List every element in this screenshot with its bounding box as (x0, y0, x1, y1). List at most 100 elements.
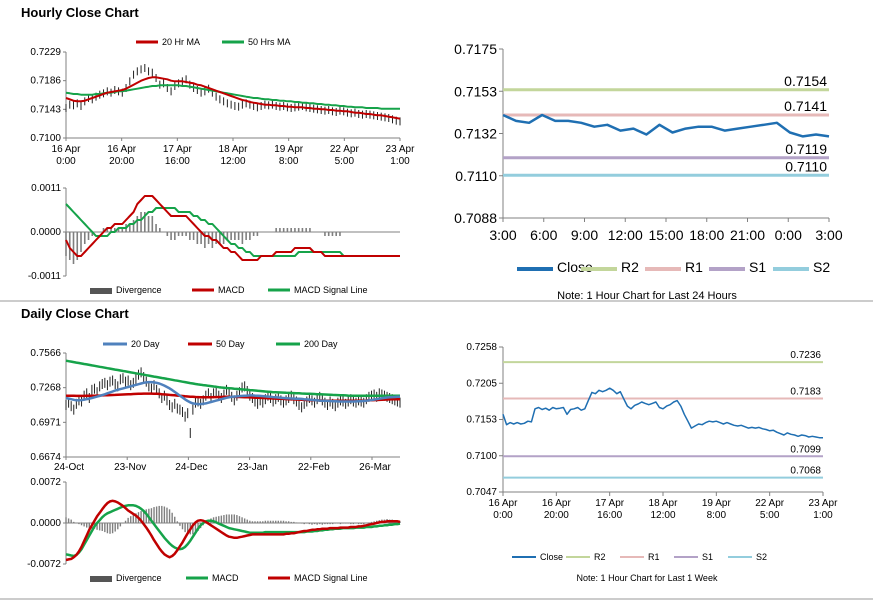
hp-xtick-label: 16 Apr (107, 144, 137, 155)
p24-ytick-label: 0.7153 (454, 83, 497, 99)
macd-line (65, 195, 400, 261)
level-r2-label: 0.7236 (790, 350, 821, 361)
legend-s2-label: S2 (813, 259, 830, 275)
close-line (502, 113, 830, 138)
macd-line (65, 504, 401, 558)
p1w-xtick-label: 18 Apr (649, 498, 679, 509)
legend-divergence-swatch (90, 576, 112, 582)
ma200-line (65, 359, 400, 397)
p24-xtick-label: 3:00 (489, 227, 516, 243)
p24-xtick-label: 12:00 (608, 227, 643, 243)
p1w-xtick-label: 16 Apr (489, 498, 519, 509)
legend-ma20-label: 20 Hr MA (162, 37, 200, 47)
ma50-line (65, 84, 400, 110)
legend-s1-label: S1 (749, 259, 766, 275)
p1w-xtick-label: 17 Apr (595, 498, 625, 509)
dp-ytick-label: 0.7268 (30, 383, 61, 394)
hp-xtick-label: 23 Apr (386, 144, 416, 155)
p1w-ytick-label: 0.7047 (466, 487, 497, 498)
legend-20day-label: 20 Day (131, 339, 160, 349)
legend-divergence-label: Divergence (116, 285, 162, 295)
p24-note: Note: 1 Hour Chart for Last 24 Hours (557, 290, 737, 302)
ma20-line (65, 380, 400, 406)
dp-ytick-label: 0.6971 (30, 417, 61, 428)
level-s2-label: 0.7110 (785, 158, 827, 174)
hm-ytick-label: -0.0011 (28, 271, 62, 282)
p1w-xtick-label: 0:00 (493, 510, 513, 521)
p1w-xtick-label: 16 Apr (542, 498, 572, 509)
p1w-note: Note: 1 Hour Chart for Last 1 Week (577, 573, 718, 583)
daily-section-title: Daily Close Chart (21, 306, 129, 321)
dm-ytick-label: 0.0072 (30, 477, 61, 488)
hp-xtick-label: 17 Apr (163, 144, 193, 155)
hourly-macd-chart: 0.0011 0.0000 -0.0011 Divergence MACD MACD Si… (28, 183, 400, 295)
p24-ytick-label: 0.7088 (454, 210, 497, 226)
hp-xtick-label: 12:00 (220, 156, 245, 167)
legend-divergence-label: Divergence (116, 573, 162, 583)
p1w-ytick-label: 0.7100 (466, 451, 497, 462)
hp-ytick-label: 0.7143 (30, 104, 61, 115)
p1w-xtick-label: 1:00 (813, 510, 833, 521)
level-r1-label: 0.7183 (790, 387, 821, 398)
p24-xtick-label: 6:00 (530, 227, 557, 243)
hp-xtick-label: 16:00 (165, 156, 190, 167)
daily-macd-chart: 0.0072 0.0000 -0.0072 Divergence MACD MACD Si… (27, 477, 401, 583)
dp-xtick-label: 24-Oct (54, 462, 84, 473)
p1w-xtick-label: 22 Apr (755, 498, 785, 509)
level-s2-label: 0.7068 (790, 466, 821, 477)
hourly-section-title: Hourly Close Chart (21, 5, 139, 20)
p1w-xtick-label: 12:00 (650, 510, 675, 521)
hp-ytick-label: 0.7229 (30, 47, 61, 58)
hp-xtick-label: 18 Apr (219, 144, 249, 155)
legend-signal-label: MACD Signal Line (294, 285, 368, 295)
hp-xtick-label: 19 Apr (274, 144, 304, 155)
legend-s2-label: S2 (756, 552, 767, 562)
p1w-xtick-label: 20:00 (544, 510, 569, 521)
legend-macd-label: MACD (212, 573, 239, 583)
dp-ytick-label: 0.6674 (30, 452, 61, 463)
p24-xtick-label: 21:00 (730, 227, 765, 243)
level-r2-label: 0.7154 (784, 73, 827, 89)
hm-ytick-label: 0.0000 (30, 227, 61, 238)
hp-xtick-label: 5:00 (335, 156, 355, 167)
p24-xtick-label: 18:00 (689, 227, 724, 243)
legend-signal-label: MACD Signal Line (294, 573, 368, 583)
legend-r2-label: R2 (594, 552, 606, 562)
legend-close-label: Close (540, 552, 563, 562)
hp-xtick-label: 22 Apr (330, 144, 360, 155)
dp-xtick-label: 22-Feb (298, 462, 330, 473)
p24-ytick-label: 0.7110 (455, 168, 497, 184)
legend-r1-label: R1 (648, 552, 660, 562)
dp-xtick-label: 24-Dec (175, 462, 207, 473)
close-line (502, 387, 823, 439)
p1w-xtick-label: 16:00 (597, 510, 622, 521)
legend-s1-label: S1 (702, 552, 713, 562)
hp-xtick-label: 20:00 (109, 156, 134, 167)
hp-ytick-label: 0.7100 (30, 133, 61, 144)
macd-signal-line (65, 203, 400, 257)
level-r1-label: 0.7141 (784, 98, 827, 114)
hp-ytick-label: 0.7186 (30, 76, 61, 87)
p1w-ytick-label: 0.7205 (466, 378, 497, 389)
p1w-xtick-label: 23 Apr (809, 498, 839, 509)
ma20-line (65, 76, 401, 120)
level-s1-label: 0.7119 (785, 141, 827, 157)
legend-50day-label: 50 Day (216, 339, 245, 349)
dp-ytick-label: 0.7566 (30, 348, 61, 359)
p24-xtick-label: 15:00 (648, 227, 683, 243)
hp-xtick-label: 1:00 (390, 156, 410, 167)
p1w-xtick-label: 8:00 (707, 510, 727, 521)
hp-xtick-label: 0:00 (56, 156, 76, 167)
p24-ytick-label: 0.7175 (454, 41, 497, 57)
hm-ytick-label: 0.0011 (31, 183, 61, 194)
p24-xtick-label: 9:00 (571, 227, 598, 243)
p24-xtick-label: 3:00 (815, 227, 842, 243)
hp-xtick-label: 16 Apr (52, 144, 82, 155)
dm-ytick-label: 0.0000 (30, 518, 61, 529)
p1w-ytick-label: 0.7153 (466, 415, 497, 426)
legend-r1-label: R1 (685, 259, 703, 275)
hp-xtick-label: 8:00 (279, 156, 299, 167)
